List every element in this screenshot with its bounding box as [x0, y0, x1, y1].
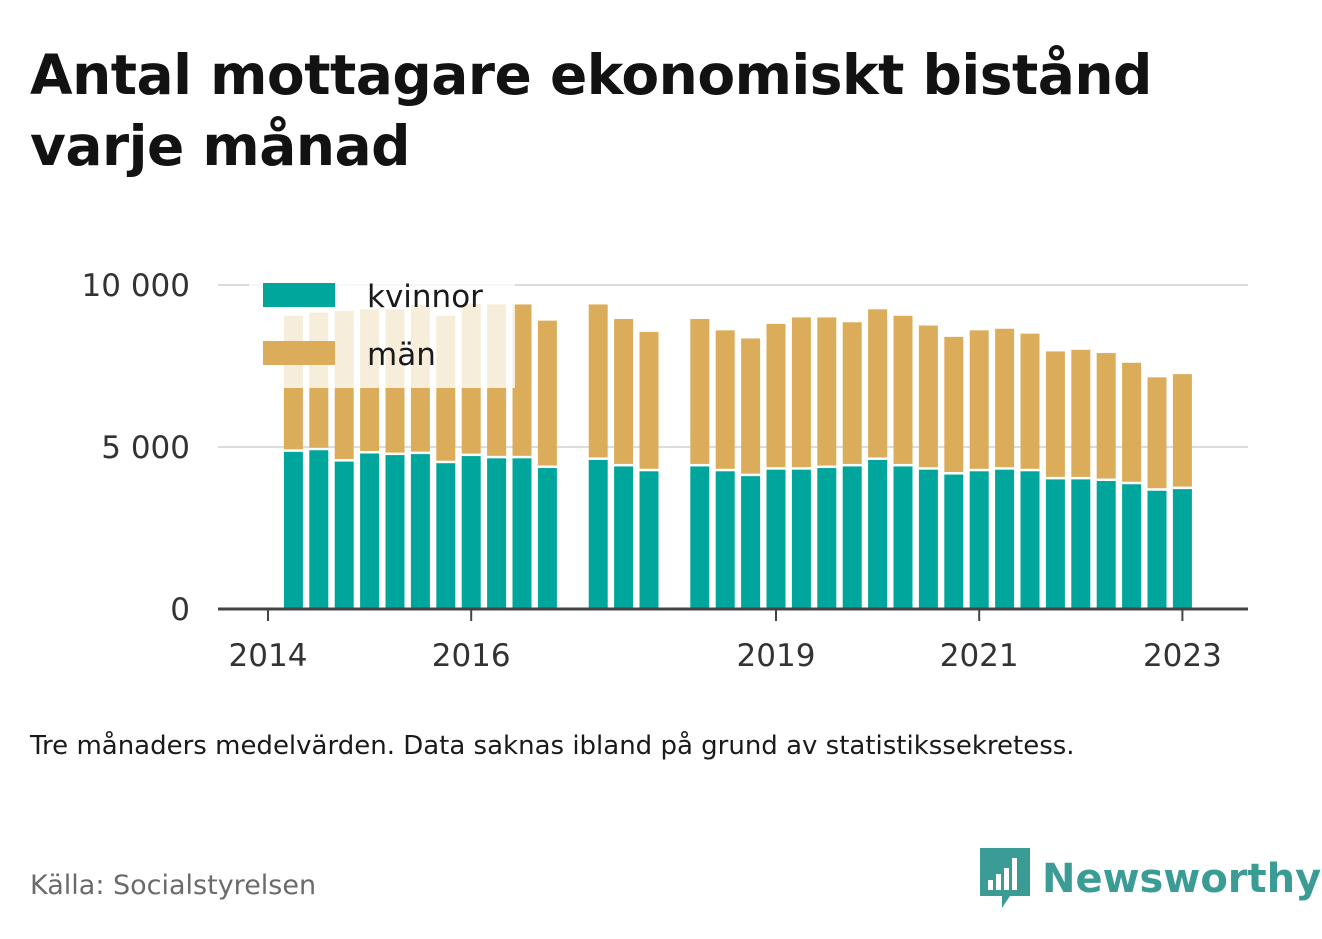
bar-kvinnor [893, 466, 913, 609]
bar-man [690, 319, 710, 464]
y-tick-label: 0 [170, 592, 190, 628]
bar-man [791, 317, 811, 468]
bar-kvinnor [537, 468, 557, 609]
bar-kvinnor [842, 466, 862, 609]
bar-kvinnor [283, 451, 303, 609]
bar-kvinnor [309, 450, 329, 609]
bar-kvinnor [614, 466, 634, 609]
stacked-bar-chart: 0 5 000 10 000 2014 2016 2019 2021 2023 kvinnor… [82, 266, 1248, 674]
bar-kvinnor [410, 454, 430, 609]
bar-kvinnor [1020, 471, 1040, 609]
bar-kvinnor [741, 476, 761, 609]
chart-title: Antal mottagare ekonomiskt bistånd varje… [30, 43, 1152, 178]
bar-kvinnor [766, 469, 786, 609]
brand-logo[interactable]: Newsworthy [980, 848, 1321, 910]
bar-man [588, 304, 608, 458]
bar-kvinnor [995, 469, 1015, 609]
legend-label: män [367, 337, 436, 373]
bar-man [614, 319, 634, 464]
bar-kvinnor [588, 459, 608, 609]
bar-kvinnor [360, 453, 380, 609]
bar-kvinnor [1172, 489, 1192, 609]
bar-man [537, 320, 557, 466]
bar-man [868, 309, 888, 458]
bar-kvinnor [1147, 490, 1167, 609]
bar-man [893, 315, 913, 464]
newsworthy-logo-icon [980, 848, 1030, 908]
x-tick-label: 2014 [229, 638, 308, 674]
bar-kvinnor [791, 469, 811, 609]
bar-man [1147, 377, 1167, 489]
bar-kvinnor [334, 461, 354, 609]
bar-kvinnor [1071, 479, 1091, 609]
bar-kvinnor [512, 458, 532, 609]
bar-man [1096, 353, 1116, 479]
bar-man [1020, 333, 1040, 469]
legend-swatch [263, 341, 335, 365]
brand-name: Newsworthy [1042, 856, 1322, 902]
bar-man [842, 322, 862, 464]
bar-man [1045, 351, 1065, 477]
bar-kvinnor [639, 471, 659, 609]
legend-swatch [263, 283, 335, 307]
bar-man [512, 304, 532, 456]
bar-man [715, 330, 735, 469]
bar-kvinnor [969, 471, 989, 609]
bar-man [969, 330, 989, 469]
bar-kvinnor [715, 471, 735, 609]
bar-man [766, 323, 786, 468]
bar-kvinnor [385, 455, 405, 609]
bar-man [1071, 349, 1091, 477]
bar-man [639, 331, 659, 469]
bar-man [1122, 362, 1142, 482]
bar-kvinnor [1045, 479, 1065, 609]
x-tick-label: 2021 [940, 638, 1019, 674]
bar-kvinnor [868, 459, 888, 609]
bar-man [944, 336, 964, 473]
bar-man [741, 338, 761, 474]
bar-man [1172, 374, 1192, 487]
y-tick-label: 5 000 [101, 430, 190, 466]
bar-kvinnor [436, 463, 456, 609]
bars [283, 303, 1192, 609]
x-tick-label: 2019 [737, 638, 816, 674]
bar-kvinnor [1096, 481, 1116, 609]
bar-man [918, 325, 938, 468]
bar-kvinnor [817, 468, 837, 609]
y-tick-label: 10 000 [82, 268, 190, 304]
bar-kvinnor [944, 474, 964, 609]
legend-label: kvinnor [367, 279, 483, 315]
legend: kvinnor män [249, 266, 515, 388]
bar-kvinnor [461, 456, 481, 609]
bar-kvinnor [918, 469, 938, 609]
x-tick-label: 2016 [432, 638, 511, 674]
source-credit: Källa: Socialstyrelsen [30, 870, 317, 901]
bar-kvinnor [1122, 484, 1142, 609]
bar-kvinnor [690, 466, 710, 609]
x-tick-label: 2023 [1143, 638, 1222, 674]
axes: 0 5 000 10 000 2014 2016 2019 2021 2023 [82, 268, 1248, 674]
bar-man [995, 328, 1015, 468]
chart-note: Tre månaders medelvärden. Data saknas ib… [30, 731, 1075, 761]
bar-kvinnor [487, 458, 507, 609]
bar-man [817, 317, 837, 466]
